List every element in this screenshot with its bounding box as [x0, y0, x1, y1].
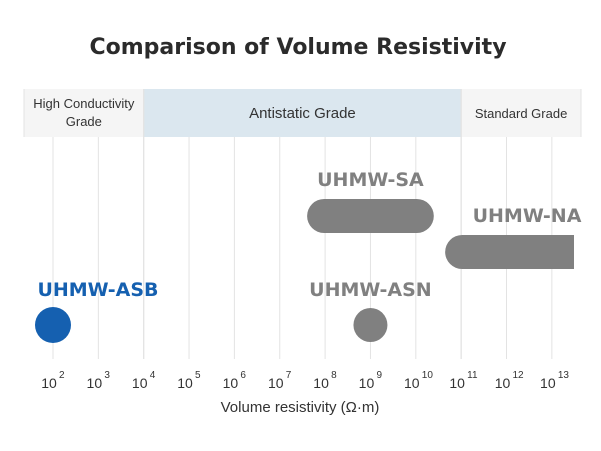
- tick-label: 10: [132, 375, 148, 391]
- tick-label: 10: [87, 375, 103, 391]
- tick-exponent: 8: [331, 370, 337, 381]
- band-label-1-0: Antistatic Grade: [249, 105, 356, 122]
- tick-label: 10: [41, 375, 57, 391]
- mark-uhmw-na: [445, 235, 574, 269]
- grid-lines: [23, 89, 582, 359]
- tick-label: 10: [404, 375, 420, 391]
- tick-label: 10: [268, 375, 284, 391]
- band-label-2-0: Standard Grade: [475, 106, 568, 121]
- band-label-0-1: Grade: [66, 114, 102, 129]
- tick-exponent: 5: [195, 370, 201, 381]
- band-0: [24, 89, 144, 137]
- tick-exponent: 4: [150, 370, 156, 381]
- tick-exponent: 12: [513, 370, 525, 381]
- band-label-0-0: High Conductivity: [33, 96, 135, 111]
- tick-exponent: 3: [104, 370, 110, 381]
- band-2: [461, 89, 581, 137]
- tick-label: 10: [495, 375, 511, 391]
- series-label-uhmw-sa: UHMW-SA: [317, 169, 424, 191]
- mark-uhmw-asb: [35, 307, 71, 343]
- tick-exponent: 2: [59, 370, 65, 381]
- tick-exponent: 6: [240, 370, 246, 381]
- band-1: [143, 89, 462, 137]
- tick-exponent: 10: [422, 370, 434, 381]
- x-axis-ticks: 10 2 10 3 10 4 10 5 10 6 10 7 10 8 10 9 10 10 10 11 10 12 10 13: [41, 370, 569, 391]
- tick-label: 10: [540, 375, 556, 391]
- chart-title: Comparison of Volume Resistivity: [89, 35, 506, 60]
- tick-label: 10: [313, 375, 329, 391]
- mark-uhmw-sa: [307, 199, 434, 233]
- series-marks: UHMW-SA UHMW-NA UHMW-ASB UHMW-ASN: [35, 169, 582, 343]
- tick-label: 10: [359, 375, 375, 391]
- series-label-uhmw-na: UHMW-NA: [473, 205, 582, 227]
- tick-label: 10: [177, 375, 193, 391]
- series-label-uhmw-asn: UHMW-ASN: [309, 279, 432, 301]
- tick-exponent: 13: [558, 370, 570, 381]
- series-label-uhmw-asb: UHMW-ASB: [37, 279, 158, 301]
- tick-exponent: 7: [286, 370, 292, 381]
- tick-label: 10: [449, 375, 465, 391]
- tick-exponent: 9: [376, 370, 382, 381]
- mark-uhmw-asn: [353, 308, 388, 342]
- grade-bands: High Conductivity Grade Antistatic Grade St…: [24, 89, 581, 137]
- x-axis-label: Volume resistivity (Ω·m): [221, 399, 380, 416]
- tick-label: 10: [223, 375, 239, 391]
- tick-exponent: 11: [467, 370, 478, 381]
